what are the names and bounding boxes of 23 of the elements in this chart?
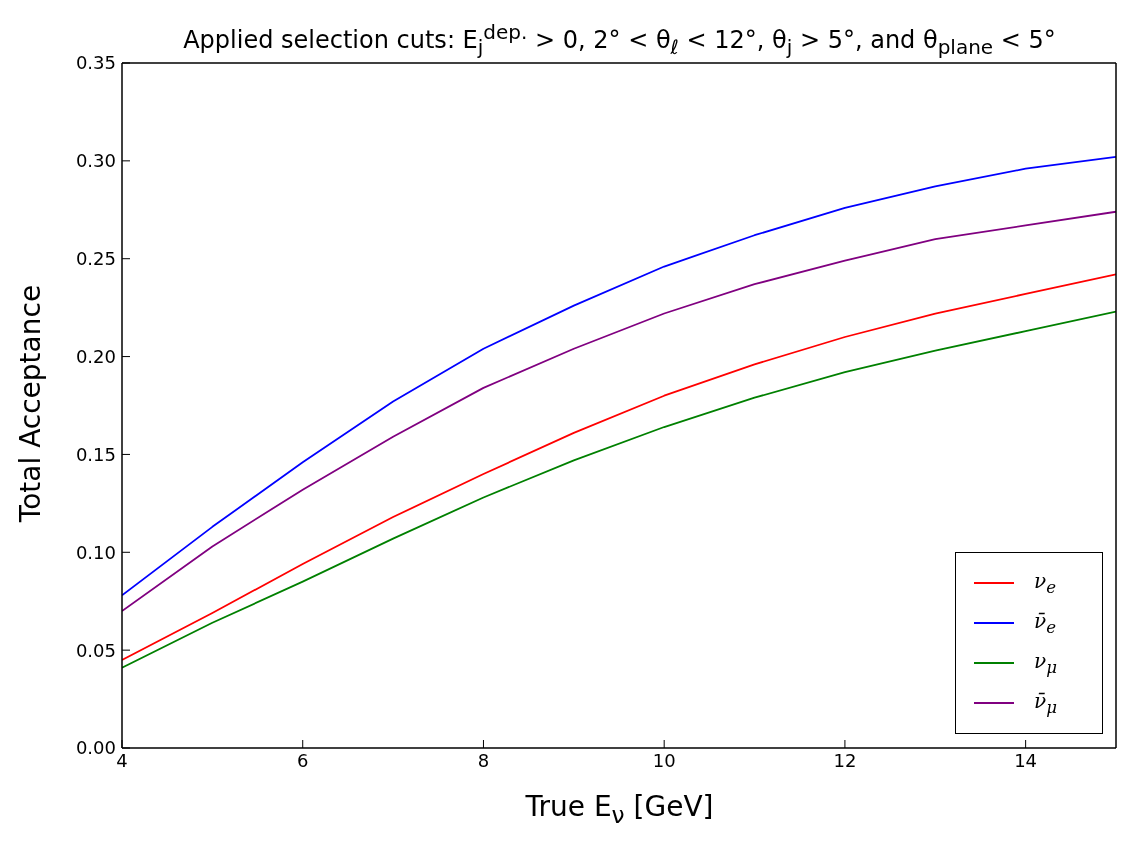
y-tick-label: 0.30 (75, 150, 116, 172)
legend-label: ν$_{e}$ (1034, 569, 1058, 597)
line-series (122, 156, 1116, 597)
y-tick-label: 0.25 (75, 248, 116, 270)
x-tick-label: 8 (477, 749, 490, 771)
y-tick-label: 0.00 (75, 737, 116, 759)
y-tick-label: 0.10 (75, 541, 116, 563)
y-tick-label: 0.15 (75, 443, 116, 465)
legend-label: ν̄$_{μ}$ (1034, 689, 1058, 717)
line-series (122, 210, 1116, 612)
x-tick-label: 10 (652, 749, 676, 771)
legend-label: ν$_{μ}$ (1034, 649, 1058, 677)
y-tick-label: 0.35 (75, 52, 116, 74)
legend-label: ν̄$_{e}$ (1034, 609, 1058, 637)
y-tick-label: 0.05 (75, 639, 116, 661)
x-tick-label: 12 (833, 749, 857, 771)
chart-title: Applied selection cuts: E$_{j}$$^{dep.}$ > 0, 2° < θ$_{ℓ}$ < 12°, θ$_{j}$ > 5°, and θ$_{plane}$ < 5° (183, 20, 1056, 59)
x-tick-label: 14 (1014, 749, 1038, 771)
x-tick-label: 6 (297, 749, 309, 771)
x-axis-title: True E$_{ν}$ [GeV] (524, 790, 715, 829)
x-tick-label: 4 (116, 749, 128, 771)
y-axis-title: Total Acceptance (13, 283, 47, 525)
y-tick-label: 0.20 (75, 345, 116, 367)
